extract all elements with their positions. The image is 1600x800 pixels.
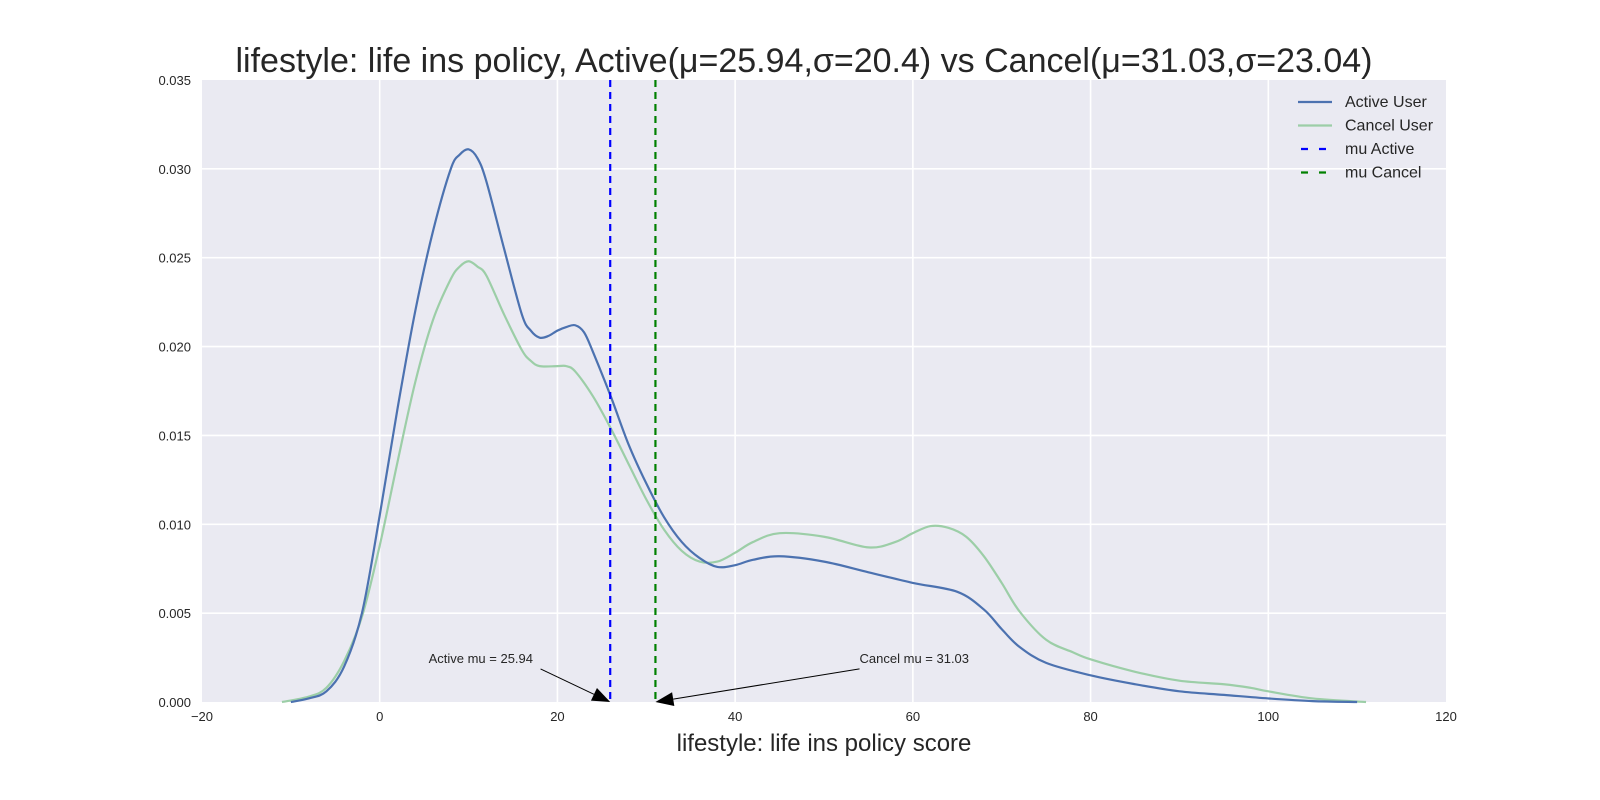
x-axis-label: lifestyle: life ins policy score	[677, 730, 972, 757]
annotation-label: Active mu = 25.94	[429, 651, 533, 666]
y-tick-label: 0.020	[158, 340, 191, 355]
series-layer	[281, 148, 1367, 704]
legend: Active User Cancel User mu Active mu Cancel	[1298, 94, 1434, 182]
plot-area	[202, 80, 1446, 702]
legend-label: mu Cancel	[1345, 165, 1421, 182]
legend-label: Active User	[1345, 94, 1427, 111]
y-tick-label: 0.005	[158, 606, 191, 621]
chart-title: lifestyle: life ins policy, Active(μ=25.…	[236, 42, 1373, 80]
series-line-active-user	[290, 148, 1358, 704]
annotation-label: Cancel mu = 31.03	[860, 651, 969, 666]
y-axis-ticks: 0.000 0.005 0.010 0.015 0.020 0.025 0.030 0.035	[158, 73, 191, 710]
x-tick-label: 20	[550, 709, 564, 724]
x-axis-ticks: −20 0 20 40 60 80 100 120	[191, 709, 1457, 724]
x-tick-label: 40	[728, 709, 742, 724]
grid	[202, 80, 1446, 702]
annotations: Active mu = 25.94 Cancel mu = 31.03	[429, 651, 969, 707]
x-tick-label: 60	[906, 709, 920, 724]
y-tick-label: 0.035	[158, 73, 191, 88]
y-tick-label: 0.025	[158, 251, 191, 266]
annotation-arrow-line	[540, 668, 595, 695]
y-tick-label: 0.015	[158, 428, 191, 443]
x-tick-label: 100	[1257, 709, 1279, 724]
annotation-arrow-line	[673, 668, 860, 700]
y-tick-label: 0.000	[158, 695, 191, 710]
legend-label: Cancel User	[1345, 118, 1434, 135]
x-tick-label: 80	[1083, 709, 1097, 724]
annotation-arrow-head	[655, 692, 675, 707]
series-line-cancel-user	[281, 260, 1367, 704]
y-tick-label: 0.030	[158, 162, 191, 177]
legend-label: mu Active	[1345, 141, 1414, 158]
annotation-arrow-head	[590, 687, 611, 702]
y-tick-label: 0.010	[158, 517, 191, 532]
x-tick-label: 120	[1435, 709, 1457, 724]
mean-lines	[609, 80, 657, 702]
x-tick-label: 0	[376, 709, 383, 724]
x-tick-label: −20	[191, 709, 213, 724]
